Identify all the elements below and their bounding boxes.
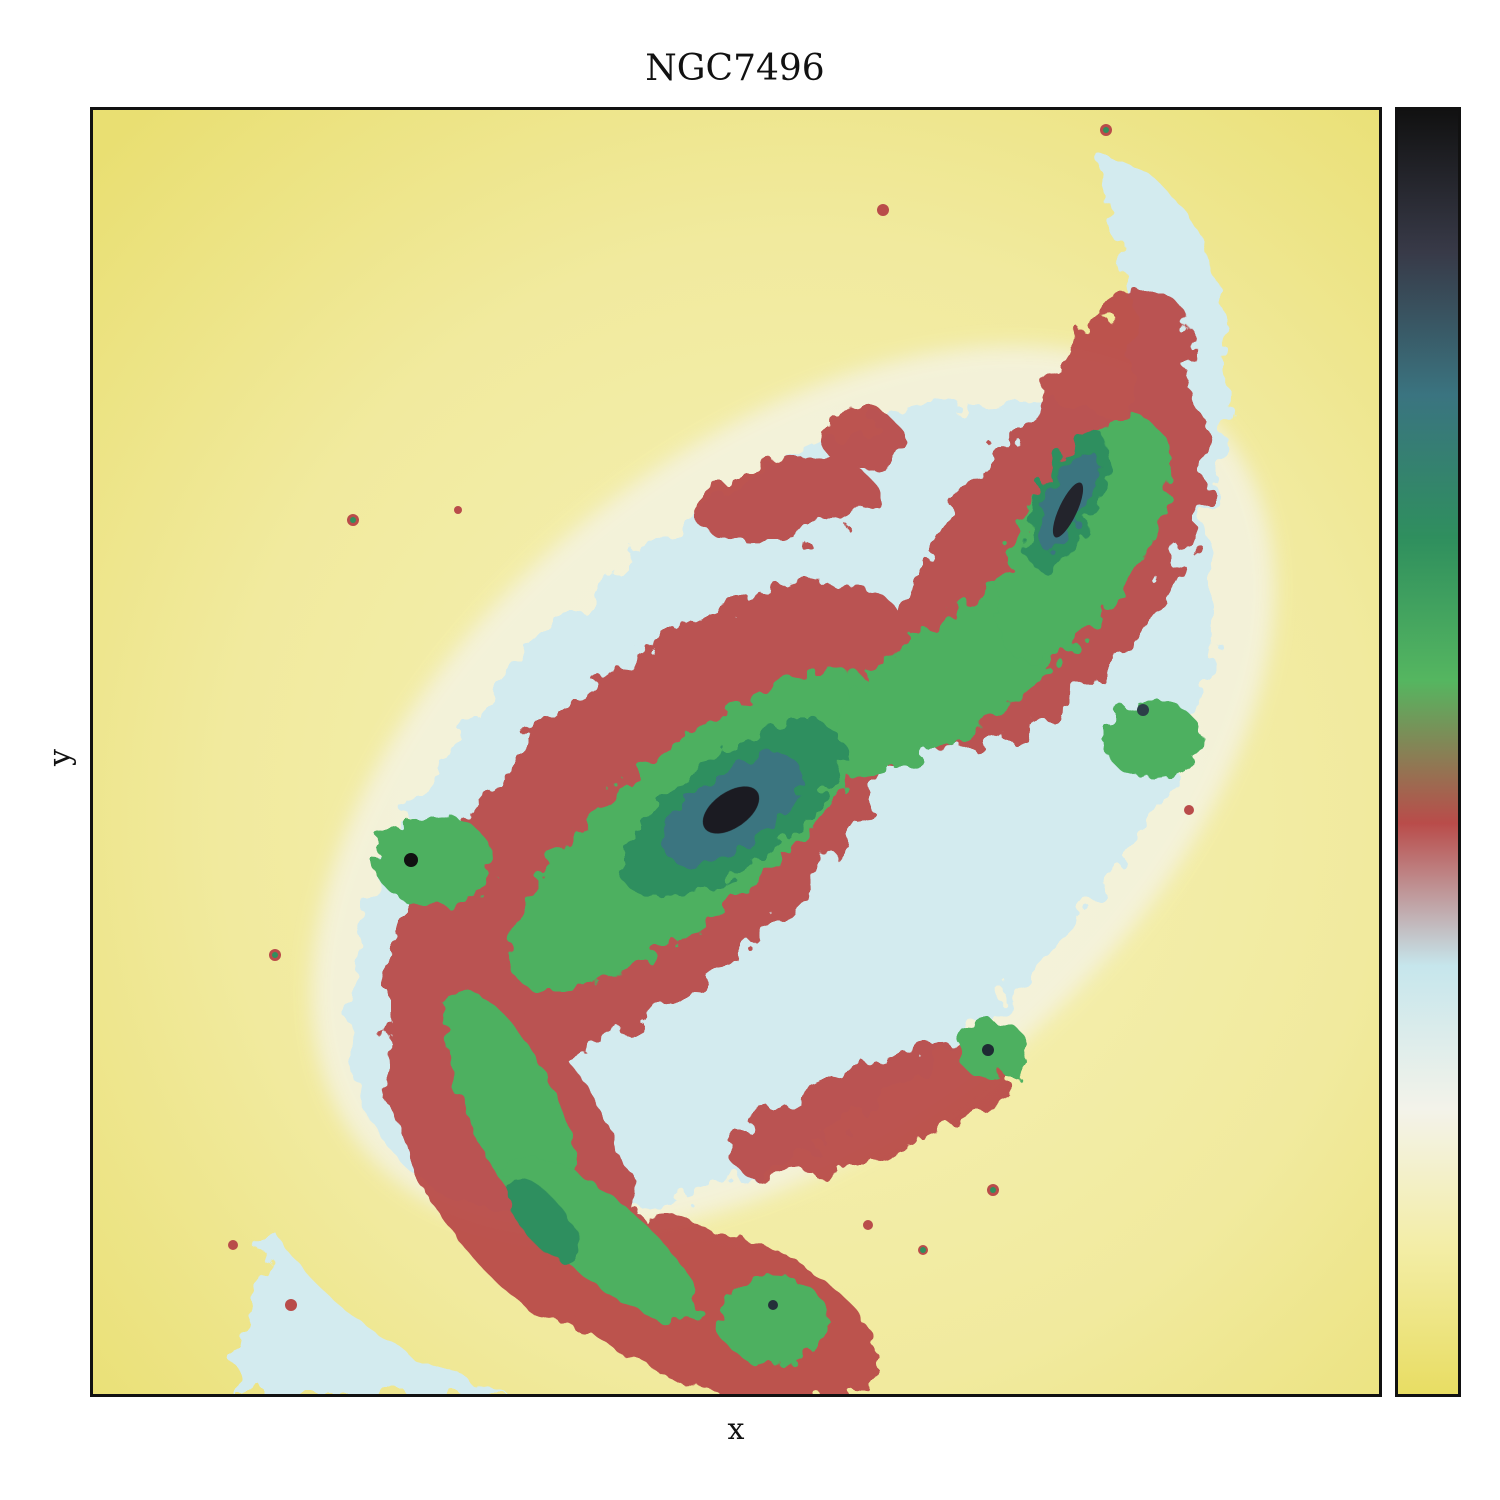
y-axis-label: y: [42, 749, 78, 766]
galaxy-image: [90, 107, 1382, 1397]
x-axis-label: x: [727, 1412, 745, 1447]
colorbar: [1395, 107, 1461, 1397]
plot-title: NGC7496: [645, 48, 825, 89]
colorbar-gradient: [1398, 110, 1458, 1394]
